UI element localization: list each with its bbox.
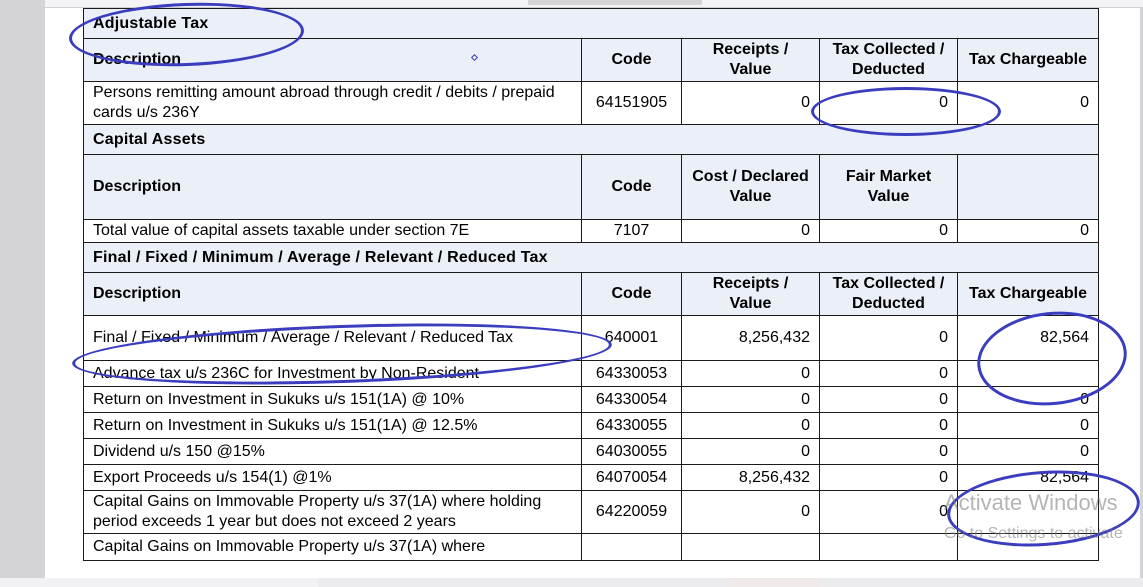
row-receipts-value[interactable]: 0 (681, 490, 820, 534)
row-tax-collected[interactable]: 0 (819, 315, 958, 361)
row-code: 64330053 (581, 360, 682, 387)
table-row: Persons remitting amount abroad through … (83, 81, 1100, 125)
table-row: Return on Investment in Sukuks u/s 151(1… (83, 412, 1100, 439)
row-description: Total value of capital assets taxable un… (83, 219, 582, 243)
table-row: Return on Investment in Sukuks u/s 151(1… (83, 386, 1100, 413)
row-tax-chargeable[interactable] (956, 533, 1100, 561)
row-tax-collected[interactable]: 0 (819, 464, 958, 491)
vertical-scrollbar[interactable] (1140, 8, 1143, 578)
table-row: Final / Fixed / Minimum / Average / Rele… (83, 315, 1100, 361)
row-code: 64070054 (581, 464, 682, 491)
row-code: 64151905 (581, 81, 682, 125)
header-tax-collected: Tax Collected / Deducted (819, 272, 958, 316)
header-row: Description Code Receipts / Value Tax Co… (83, 272, 1100, 316)
header-cost-declared-value: Cost / Declared Value (681, 154, 820, 220)
row-code: 7107 (581, 219, 682, 243)
header-row: Description Code Cost / Declared Value F… (83, 154, 1100, 220)
row-tax-collected[interactable]: 0 (819, 81, 958, 125)
row-receipts-value[interactable]: 0 (681, 412, 820, 439)
row-code: 640001 (581, 315, 682, 361)
row-receipts-value[interactable]: 8,256,432 (681, 464, 820, 491)
row-tax-chargeable[interactable]: 82,564 (956, 315, 1100, 361)
row-description: Return on Investment in Sukuks u/s 151(1… (83, 412, 582, 439)
row-receipts-value[interactable]: 0 (681, 360, 820, 387)
left-page-margin (0, 0, 45, 587)
row-tax-collected[interactable]: 0 (819, 490, 958, 534)
row-tax-collected[interactable] (819, 533, 958, 561)
header-code: Code (581, 154, 682, 220)
row-code: 64330055 (581, 412, 682, 439)
row-fair-market-value[interactable]: 0 (819, 219, 958, 243)
bottom-taskbar-strip (0, 578, 1143, 587)
row-code (581, 533, 682, 561)
header-description: Description (83, 272, 582, 316)
row-tax-chargeable[interactable] (956, 490, 1100, 534)
row-receipts-value[interactable]: 0 (681, 81, 820, 125)
row-description: Final / Fixed / Minimum / Average / Rele… (83, 315, 582, 361)
tax-return-table: Adjustable Tax Description Code Receipts… (82, 8, 1100, 561)
row-receipts-value[interactable]: 0 (681, 386, 820, 413)
row-receipts-value[interactable]: 0 (681, 438, 820, 465)
row-tax-collected[interactable]: 0 (819, 386, 958, 413)
row-tax-chargeable[interactable]: 0 (956, 438, 1100, 465)
row-tax-collected[interactable]: 0 (819, 412, 958, 439)
header-tax-chargeable: Tax Chargeable (956, 38, 1100, 82)
table-row: Capital Gains on Immovable Property u/s … (83, 533, 1100, 561)
row-extra-value[interactable]: 0 (956, 219, 1100, 243)
section-final-tax: Final / Fixed / Minimum / Average / Rele… (82, 242, 1100, 273)
table-row: Export Proceeds u/s 154(1) @1% 64070054 … (83, 464, 1100, 491)
bottom-strip-segment (0, 578, 318, 587)
table-row: Total value of capital assets taxable un… (83, 219, 1100, 243)
header-tax-chargeable: Tax Chargeable (956, 272, 1100, 316)
row-receipts-value[interactable] (681, 533, 820, 561)
row-tax-chargeable[interactable]: 0 (956, 81, 1100, 125)
row-description: Advance tax u/s 236C for Investment by N… (83, 360, 582, 387)
row-tax-chargeable[interactable]: 82,564 (956, 464, 1100, 491)
header-description: Description (83, 154, 582, 220)
row-description: Capital Gains on Immovable Property u/s … (83, 490, 582, 534)
row-code: 64030055 (581, 438, 682, 465)
row-description: Persons remitting amount abroad through … (83, 81, 582, 125)
section-title: Final / Fixed / Minimum / Average / Rele… (82, 242, 1100, 273)
row-code: 64220059 (581, 490, 682, 534)
row-description: Dividend u/s 150 @15% (83, 438, 582, 465)
section-title: Capital Assets (82, 124, 1100, 155)
row-description: Return on Investment in Sukuks u/s 151(1… (83, 386, 582, 413)
table-row: Capital Gains on Immovable Property u/s … (83, 490, 1100, 534)
row-receipts-value[interactable]: 8,256,432 (681, 315, 820, 361)
row-tax-collected[interactable]: 0 (819, 360, 958, 387)
section-adjustable-tax: Adjustable Tax (82, 8, 1100, 39)
row-tax-chargeable[interactable]: 0 (956, 412, 1100, 439)
row-tax-chargeable[interactable] (956, 360, 1100, 387)
header-receipts-value: Receipts / Value (681, 272, 820, 316)
row-tax-collected[interactable]: 0 (819, 438, 958, 465)
top-scroll-tab[interactable] (528, 0, 702, 5)
section-title: Adjustable Tax (82, 8, 1100, 39)
header-row: Description Code Receipts / Value Tax Co… (83, 38, 1100, 82)
bottom-strip-segment (730, 578, 820, 587)
header-empty (956, 154, 1100, 220)
header-description: Description (83, 38, 582, 82)
section-capital-assets: Capital Assets (82, 124, 1100, 155)
header-tax-collected: Tax Collected / Deducted (819, 38, 958, 82)
row-description: Export Proceeds u/s 154(1) @1% (83, 464, 582, 491)
row-cost-value[interactable]: 0 (681, 219, 820, 243)
header-code: Code (581, 38, 682, 82)
row-code: 64330054 (581, 386, 682, 413)
table-row: Dividend u/s 150 @15% 64030055 0 0 0 (83, 438, 1100, 465)
row-tax-chargeable[interactable]: 0 (956, 386, 1100, 413)
row-description: Capital Gains on Immovable Property u/s … (83, 533, 582, 561)
header-code: Code (581, 272, 682, 316)
table-row: Advance tax u/s 236C for Investment by N… (83, 360, 1100, 387)
header-fair-market-value: Fair Market Value (819, 154, 958, 220)
header-receipts-value: Receipts / Value (681, 38, 820, 82)
